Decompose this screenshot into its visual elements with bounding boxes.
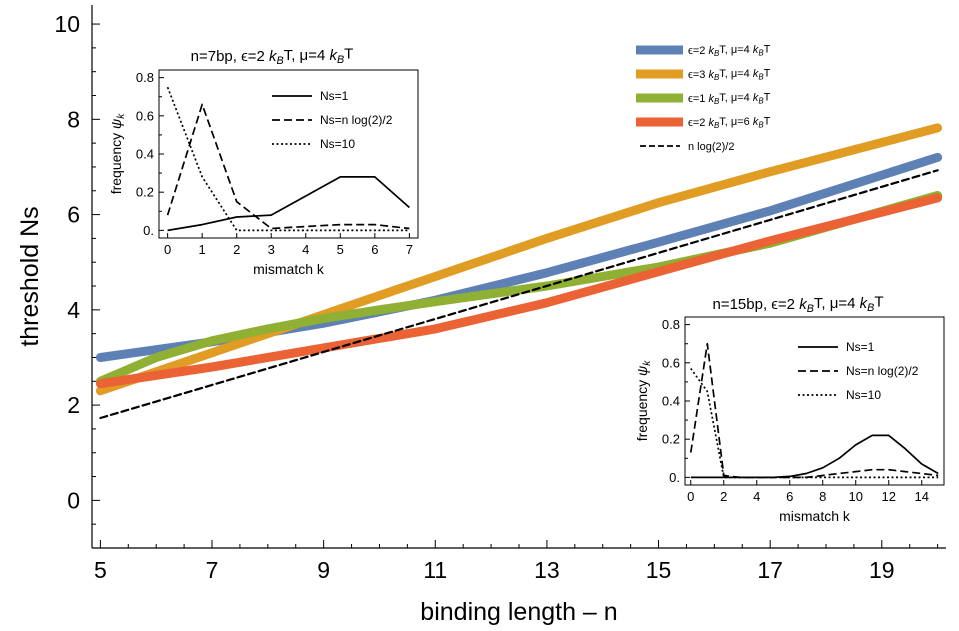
inset-y-axis-title: frequency ψk <box>634 360 653 442</box>
legend-label: ϵ=2 kBT, μ=6 kBT <box>688 115 771 130</box>
inset-y-tick-label: 0.6 <box>136 108 154 123</box>
x-tick-label: 7 <box>206 557 219 583</box>
main-series-group <box>95 123 943 420</box>
legend-label: ϵ=2 kBT, μ=4 kBT <box>688 43 771 58</box>
inset-title: n=7bp, ϵ=2 kBT, μ=4 kBT <box>191 46 354 67</box>
x-tick-label: 19 <box>869 557 895 583</box>
y-tick-label: 2 <box>67 392 80 418</box>
inset-x-tick-label: 6 <box>786 489 793 504</box>
inset-legend-label: Ns=n log(2)/2 <box>320 113 393 127</box>
inset-y-tick-label: 0.2 <box>662 432 680 447</box>
inset-x-axis-title: mismatch k <box>779 508 851 524</box>
inset-1: n=7bp, ϵ=2 kBT, μ=4 kBT 0. 0.2 0.4 0.6 0.8 0 1 2… <box>108 46 419 277</box>
y-tick-label: 8 <box>67 106 80 132</box>
inset-x-tick-label: 0 <box>687 489 694 504</box>
y-tick-label: 4 <box>67 297 80 323</box>
inset-x-tick-label: 0 <box>164 242 171 257</box>
inset-series-ns-10 <box>166 86 410 232</box>
inset-y-axis-title: frequency ψk <box>108 113 127 195</box>
inset-x-tick-label: 8 <box>819 489 826 504</box>
inset-y-tick-label: 0.6 <box>662 355 680 370</box>
inset-y-tick-label: 0. <box>669 470 680 485</box>
y-axis-title: threshold Ns <box>16 206 44 346</box>
y-tick-label: 0 <box>67 487 80 513</box>
inset-title: n=15bp, ϵ=2 kBT, μ=4 kBT <box>712 294 883 315</box>
inset-frame <box>684 316 945 486</box>
inset-x-axis-title: mismatch k <box>253 261 325 277</box>
x-tick-label: 17 <box>757 557 783 583</box>
inset-y-tick-label: 0.4 <box>662 394 680 409</box>
inset-series-ns-1 <box>167 176 410 232</box>
x-tick-label: 9 <box>317 557 330 583</box>
inset-x-tick-label: 7 <box>406 242 413 257</box>
series-line-n-log-2-2 <box>99 169 939 420</box>
inset-x-tick-label: 6 <box>371 242 378 257</box>
inset-y-tick-label: 0. <box>143 223 154 238</box>
inset-series-ns-1 <box>690 434 939 479</box>
inset-series-ns-10 <box>690 368 939 479</box>
inset-legend-label: Ns=n log(2)/2 <box>846 364 919 378</box>
inset-y-tick-label: 0.8 <box>662 317 680 332</box>
main-legend: ϵ=2 kBT, μ=4 kBT ϵ=3 kBT, μ=4 kBT ϵ=1 kBT,… <box>636 43 771 153</box>
inset-legend-label: Ns=10 <box>846 388 881 402</box>
series-line-3-kbt-4-kbt <box>95 123 943 396</box>
inset-x-tick-label: 3 <box>268 242 275 257</box>
inset-legend-label: Ns=1 <box>846 340 875 354</box>
y-tick-label: 10 <box>54 11 80 37</box>
inset-x-tick-label: 4 <box>302 242 309 257</box>
inset-x-tick-label: 4 <box>753 489 760 504</box>
legend-label: n log(2)/2 <box>688 141 734 153</box>
inset-2: n=15bp, ϵ=2 kBT, μ=4 kBT 0. 0.2 0.4 0.6 0.8 0 2… <box>634 294 945 524</box>
inset-y-tick-label: 0.8 <box>136 70 154 85</box>
inset-x-tick-label: 1 <box>199 242 206 257</box>
inset-legend-label: Ns=1 <box>320 89 349 103</box>
x-tick-label: 11 <box>423 557 447 583</box>
x-tick-label: 15 <box>646 557 672 583</box>
inset-x-tick-label: 5 <box>337 242 344 257</box>
inset-x-tick-label: 12 <box>882 489 896 504</box>
inset-legend-label: Ns=10 <box>320 137 355 151</box>
inset-x-tick-label: 2 <box>233 242 240 257</box>
legend-label: ϵ=3 kBT, μ=4 kBT <box>688 67 771 82</box>
inset-y-tick-label: 0.2 <box>136 185 154 200</box>
inset-x-tick-label: 10 <box>849 489 863 504</box>
legend-label: ϵ=1 kBT, μ=4 kBT <box>688 91 771 106</box>
x-axis-title: binding length – n <box>420 598 617 626</box>
x-tick-label: 5 <box>94 557 107 583</box>
inset-y-tick-label: 0.4 <box>136 147 154 162</box>
inset-series-ns-n-log-2-2 <box>166 103 410 230</box>
y-tick-label: 6 <box>67 202 80 228</box>
x-tick-label: 13 <box>534 557 560 583</box>
inset-x-tick-label: 2 <box>720 489 727 504</box>
series-line-2-kbt-6-kbt <box>95 193 943 389</box>
inset-x-tick-label: 14 <box>914 489 928 504</box>
inset-frame <box>158 69 419 239</box>
